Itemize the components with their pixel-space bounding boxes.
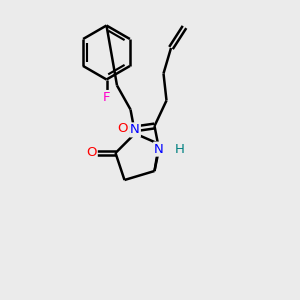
Text: F: F: [103, 91, 110, 104]
Text: H: H: [175, 142, 185, 156]
Text: N: N: [154, 142, 164, 156]
Text: O: O: [118, 122, 128, 135]
Text: O: O: [86, 146, 97, 160]
Text: N: N: [130, 123, 140, 136]
